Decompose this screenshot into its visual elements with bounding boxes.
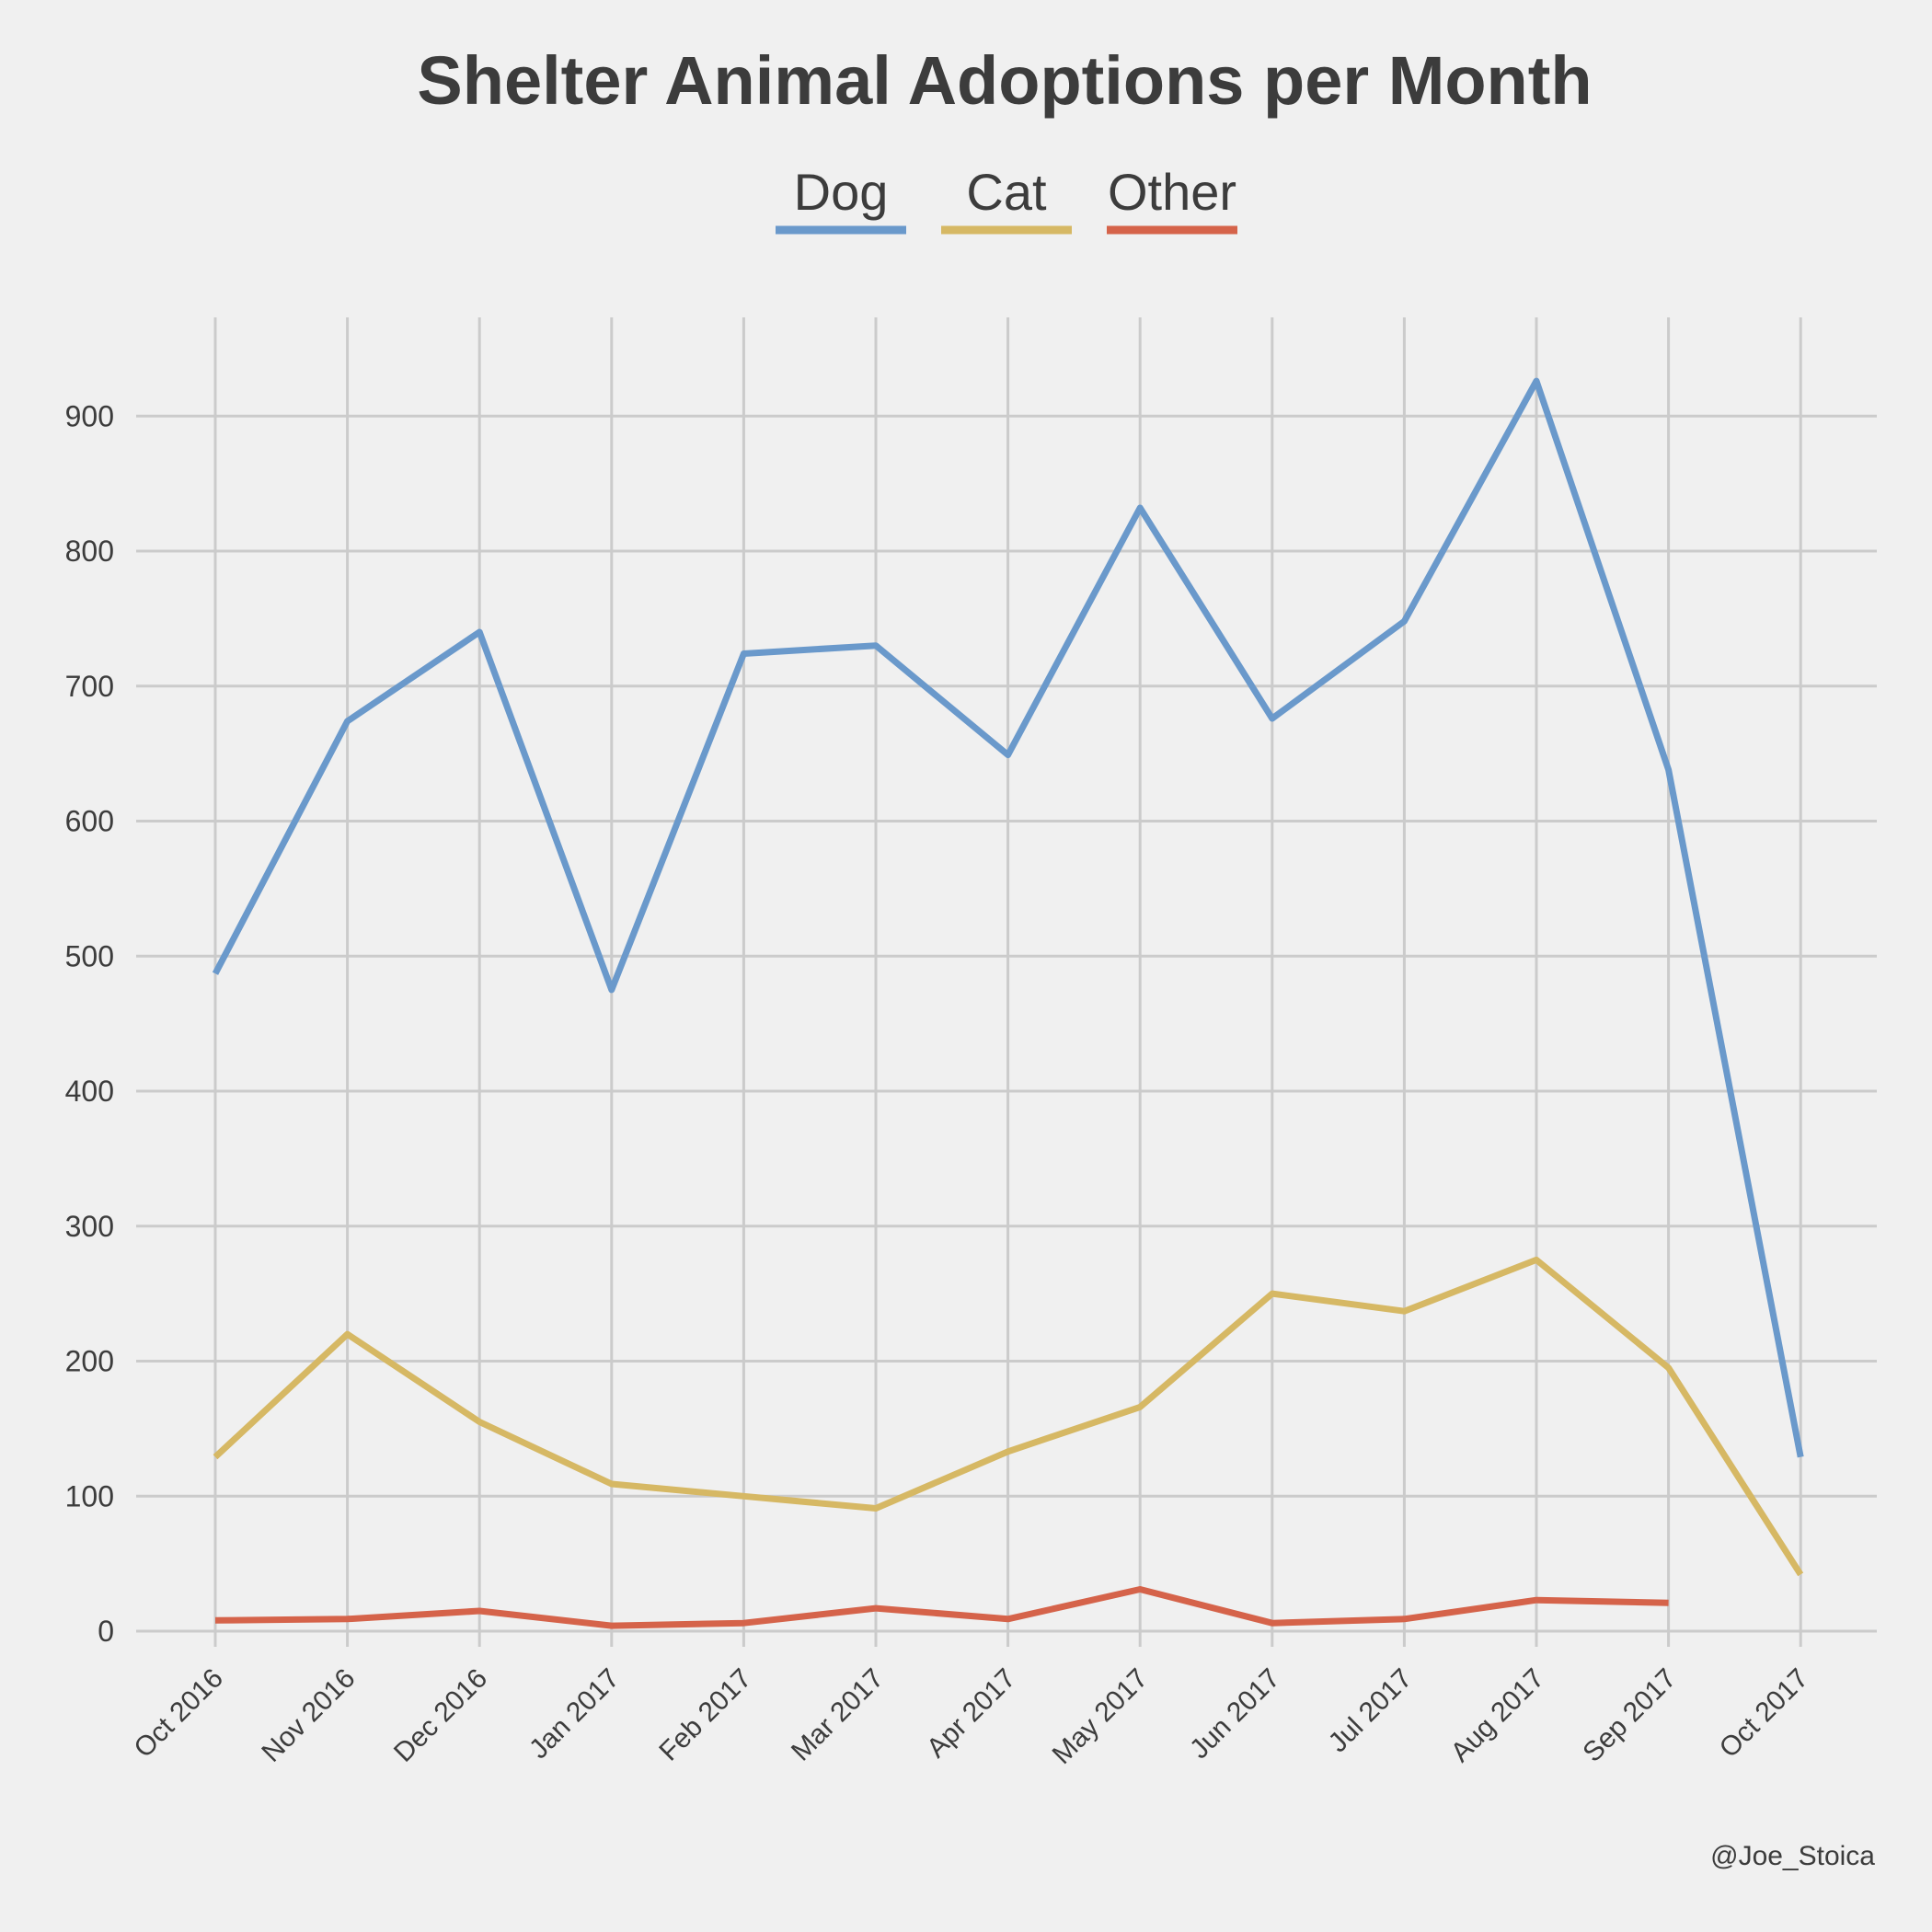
y-tick-label: 800 — [65, 535, 114, 568]
legend-item-dog: Dog — [776, 163, 906, 235]
series-lines — [212, 377, 1804, 1629]
y-tick-label: 200 — [65, 1345, 114, 1378]
y-tick-label: 500 — [65, 939, 114, 972]
legend-label: Other — [1108, 163, 1236, 221]
credit-text: @Joe_Stoica — [1710, 1841, 1875, 1871]
legend-item-cat: Cat — [941, 163, 1072, 235]
y-tick-label: 100 — [65, 1479, 114, 1512]
y-tick-label: 600 — [65, 805, 114, 838]
chart-title: Shelter Animal Adoptions per Month — [417, 42, 1592, 119]
series-line-other — [214, 1586, 1669, 1629]
y-tick-label: 0 — [98, 1615, 114, 1648]
legend-label: Dog — [794, 163, 889, 221]
y-tick-label: 300 — [65, 1210, 114, 1243]
legend-label: Cat — [966, 163, 1047, 221]
series-line-dog — [212, 377, 1804, 1458]
series-line-cat — [213, 1256, 1804, 1577]
legend-item-other: Other — [1107, 163, 1237, 235]
y-tick-label: 400 — [65, 1075, 114, 1108]
y-tick-label: 700 — [65, 670, 114, 703]
legend: Dog Cat Other — [776, 163, 1237, 235]
y-axis-ticks: 0 100 200 300 400 500 600 700 800 900 — [65, 399, 114, 1648]
y-tick-label: 900 — [65, 399, 114, 432]
